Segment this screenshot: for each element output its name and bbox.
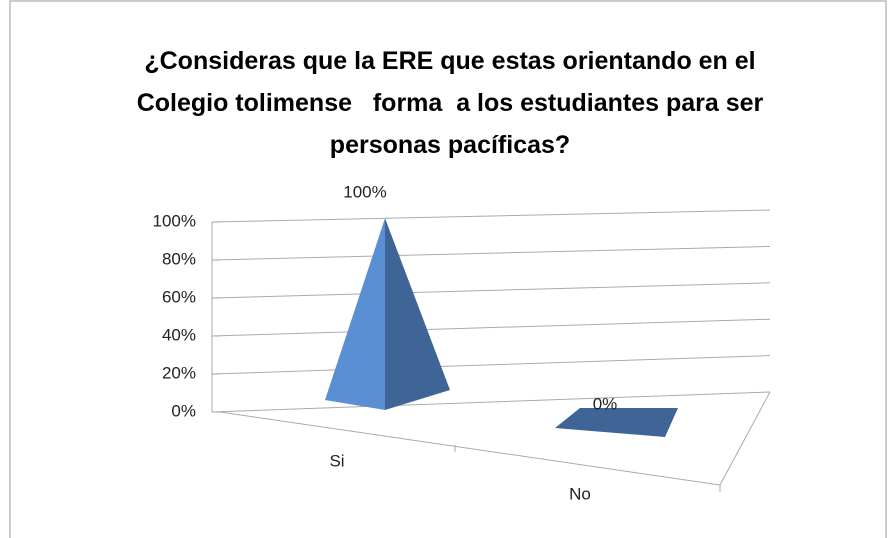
chart-frame bbox=[9, 0, 887, 538]
data-label: 0% bbox=[593, 394, 618, 413]
grid-line bbox=[211, 391, 771, 413]
x-tick-label: Si bbox=[329, 451, 344, 470]
grid-line bbox=[211, 245, 771, 261]
data-label: 100% bbox=[343, 182, 386, 201]
grid-line bbox=[211, 282, 771, 299]
pyramid-face bbox=[325, 218, 385, 410]
y-tick-label: 40% bbox=[162, 325, 196, 344]
grid-line bbox=[211, 355, 771, 375]
y-tick-label: 60% bbox=[162, 287, 196, 306]
x-tick-label: No bbox=[569, 484, 591, 503]
grid-line bbox=[211, 209, 771, 223]
pyramid-base bbox=[555, 408, 678, 437]
floor-edge bbox=[719, 391, 771, 486]
grid-line bbox=[211, 318, 771, 337]
floor-edge bbox=[219, 411, 721, 486]
y-tick-label: 0% bbox=[171, 401, 196, 420]
y-tick-label: 80% bbox=[162, 249, 196, 268]
y-tick-label: 20% bbox=[162, 363, 196, 382]
y-tick-label: 100% bbox=[153, 211, 196, 230]
chart-title: ¿Consideras que la ERE que estas orienta… bbox=[136, 47, 771, 159]
pyramid-face bbox=[385, 218, 450, 410]
